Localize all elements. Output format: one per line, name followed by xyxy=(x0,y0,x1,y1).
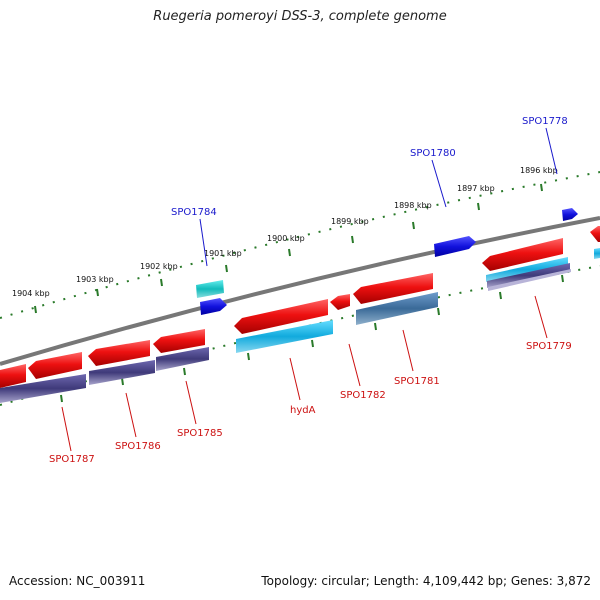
summary-text: Topology: circular; Length: 4,109,442 bp… xyxy=(261,574,591,588)
cds-arrow-spo1787[interactable] xyxy=(0,364,26,388)
gene-bar-spo1779-c[interactable] xyxy=(488,269,571,291)
gene-bar-spo1785[interactable] xyxy=(156,347,209,371)
scale-tick xyxy=(561,274,564,283)
map-title: Ruegeria pomeroyi DSS-3, complete genome xyxy=(153,9,447,24)
scale-tick xyxy=(311,339,314,348)
scale-label: 1896 kbp xyxy=(520,166,558,175)
scale-tick xyxy=(499,291,502,300)
scale-label: 1897 kbp xyxy=(457,184,495,193)
gene-bar-spo1779-b[interactable] xyxy=(487,263,570,288)
gene-bar-edge[interactable] xyxy=(594,248,600,259)
scale-tick xyxy=(288,248,291,257)
scale-tick xyxy=(540,183,543,192)
scale-label: 1898 kbp xyxy=(394,201,432,210)
cds-arrow-spo1782[interactable] xyxy=(330,294,350,310)
leader-line xyxy=(402,329,414,372)
scale-tick xyxy=(121,377,124,386)
reverse-labels: SPO1787 SPO1786 SPO1785 hydA SPO1782 SPO… xyxy=(49,295,572,465)
gene-label-spo1787[interactable]: SPO1787 xyxy=(49,454,95,465)
cds-arrow-spo1780[interactable] xyxy=(434,236,476,257)
scale-label: 1899 kbp xyxy=(331,217,369,226)
accession-text: Accession: NC_003911 xyxy=(9,574,146,588)
gene-label-spo1786[interactable]: SPO1786 xyxy=(115,441,161,452)
gene-bar-spo1781[interactable] xyxy=(356,292,438,325)
cds-arrow-hyda[interactable] xyxy=(234,299,328,334)
forward-scale-ring xyxy=(0,171,600,319)
cds-arrow-spo1785[interactable] xyxy=(153,329,205,353)
leader-line xyxy=(534,295,548,339)
gene-label-spo1780[interactable]: SPO1780 xyxy=(410,148,456,159)
forward-gene-track xyxy=(196,208,578,315)
scale-tick xyxy=(225,264,228,273)
scale-label: 1902 kbp xyxy=(140,262,178,271)
scale-tick xyxy=(96,288,99,297)
reverse-cds-track xyxy=(0,226,600,388)
cds-arrow-spo1778[interactable] xyxy=(562,208,578,221)
cds-arrow-spo1779[interactable] xyxy=(482,238,563,271)
scale-tick xyxy=(412,221,415,230)
scale-tick xyxy=(60,394,63,403)
reverse-major-ticks xyxy=(60,274,564,403)
cds-arrow-spo1786[interactable] xyxy=(88,340,150,366)
leader-line xyxy=(61,406,72,452)
gene-label-spo1779[interactable]: SPO1779 xyxy=(526,341,572,352)
leader-line xyxy=(125,392,137,438)
gene-label-hyda[interactable]: hydA xyxy=(290,405,316,416)
leader-line xyxy=(545,127,558,175)
cds-arrow-spo1787b[interactable] xyxy=(28,352,82,379)
cds-arrow-spo1781[interactable] xyxy=(353,273,433,304)
leader-line xyxy=(431,159,447,208)
leader-line xyxy=(348,343,361,387)
gene-label-spo1778[interactable]: SPO1778 xyxy=(522,116,568,127)
gene-label-spo1782[interactable]: SPO1782 xyxy=(340,390,386,401)
scale-tick xyxy=(374,322,377,331)
genome-backbone xyxy=(0,216,600,366)
scale-label: 1900 kbp xyxy=(267,234,305,243)
gene-label-spo1784[interactable]: SPO1784 xyxy=(171,207,217,218)
scale-tick xyxy=(477,202,480,211)
scale-tick xyxy=(183,367,186,376)
scale-tick xyxy=(160,278,163,287)
scale-tick xyxy=(34,305,37,314)
scale-label: 1901 kbp xyxy=(204,249,242,258)
leader-line xyxy=(289,357,301,401)
gene-bar-spo1786[interactable] xyxy=(89,360,155,385)
reverse-gene-track xyxy=(0,248,600,403)
gene-bar-spo1779-a[interactable] xyxy=(486,257,568,282)
leader-line xyxy=(199,218,208,267)
forward-major-ticks xyxy=(34,183,543,314)
leader-line xyxy=(185,380,197,425)
gene-bar-spo1784[interactable] xyxy=(196,280,224,298)
gene-bar-spo1787[interactable] xyxy=(0,374,86,403)
cds-arrow-spo1784[interactable] xyxy=(200,298,227,315)
scale-label: 1904 kbp xyxy=(12,289,50,298)
gene-label-spo1785[interactable]: SPO1785 xyxy=(177,428,223,439)
scale-tick xyxy=(351,235,354,244)
scale-tick xyxy=(247,352,250,361)
gene-label-spo1781[interactable]: SPO1781 xyxy=(394,376,440,387)
gene-bar-hyda[interactable] xyxy=(236,320,333,353)
forward-labels: SPO1784 SPO1780 SPO1778 xyxy=(171,116,568,267)
scale-label: 1903 kbp xyxy=(76,275,114,284)
cds-arrow-edge[interactable] xyxy=(590,226,600,242)
scale-tick xyxy=(437,307,440,316)
scale-labels: 1904 kbp 1903 kbp 1902 kbp 1901 kbp 1900… xyxy=(12,166,558,298)
